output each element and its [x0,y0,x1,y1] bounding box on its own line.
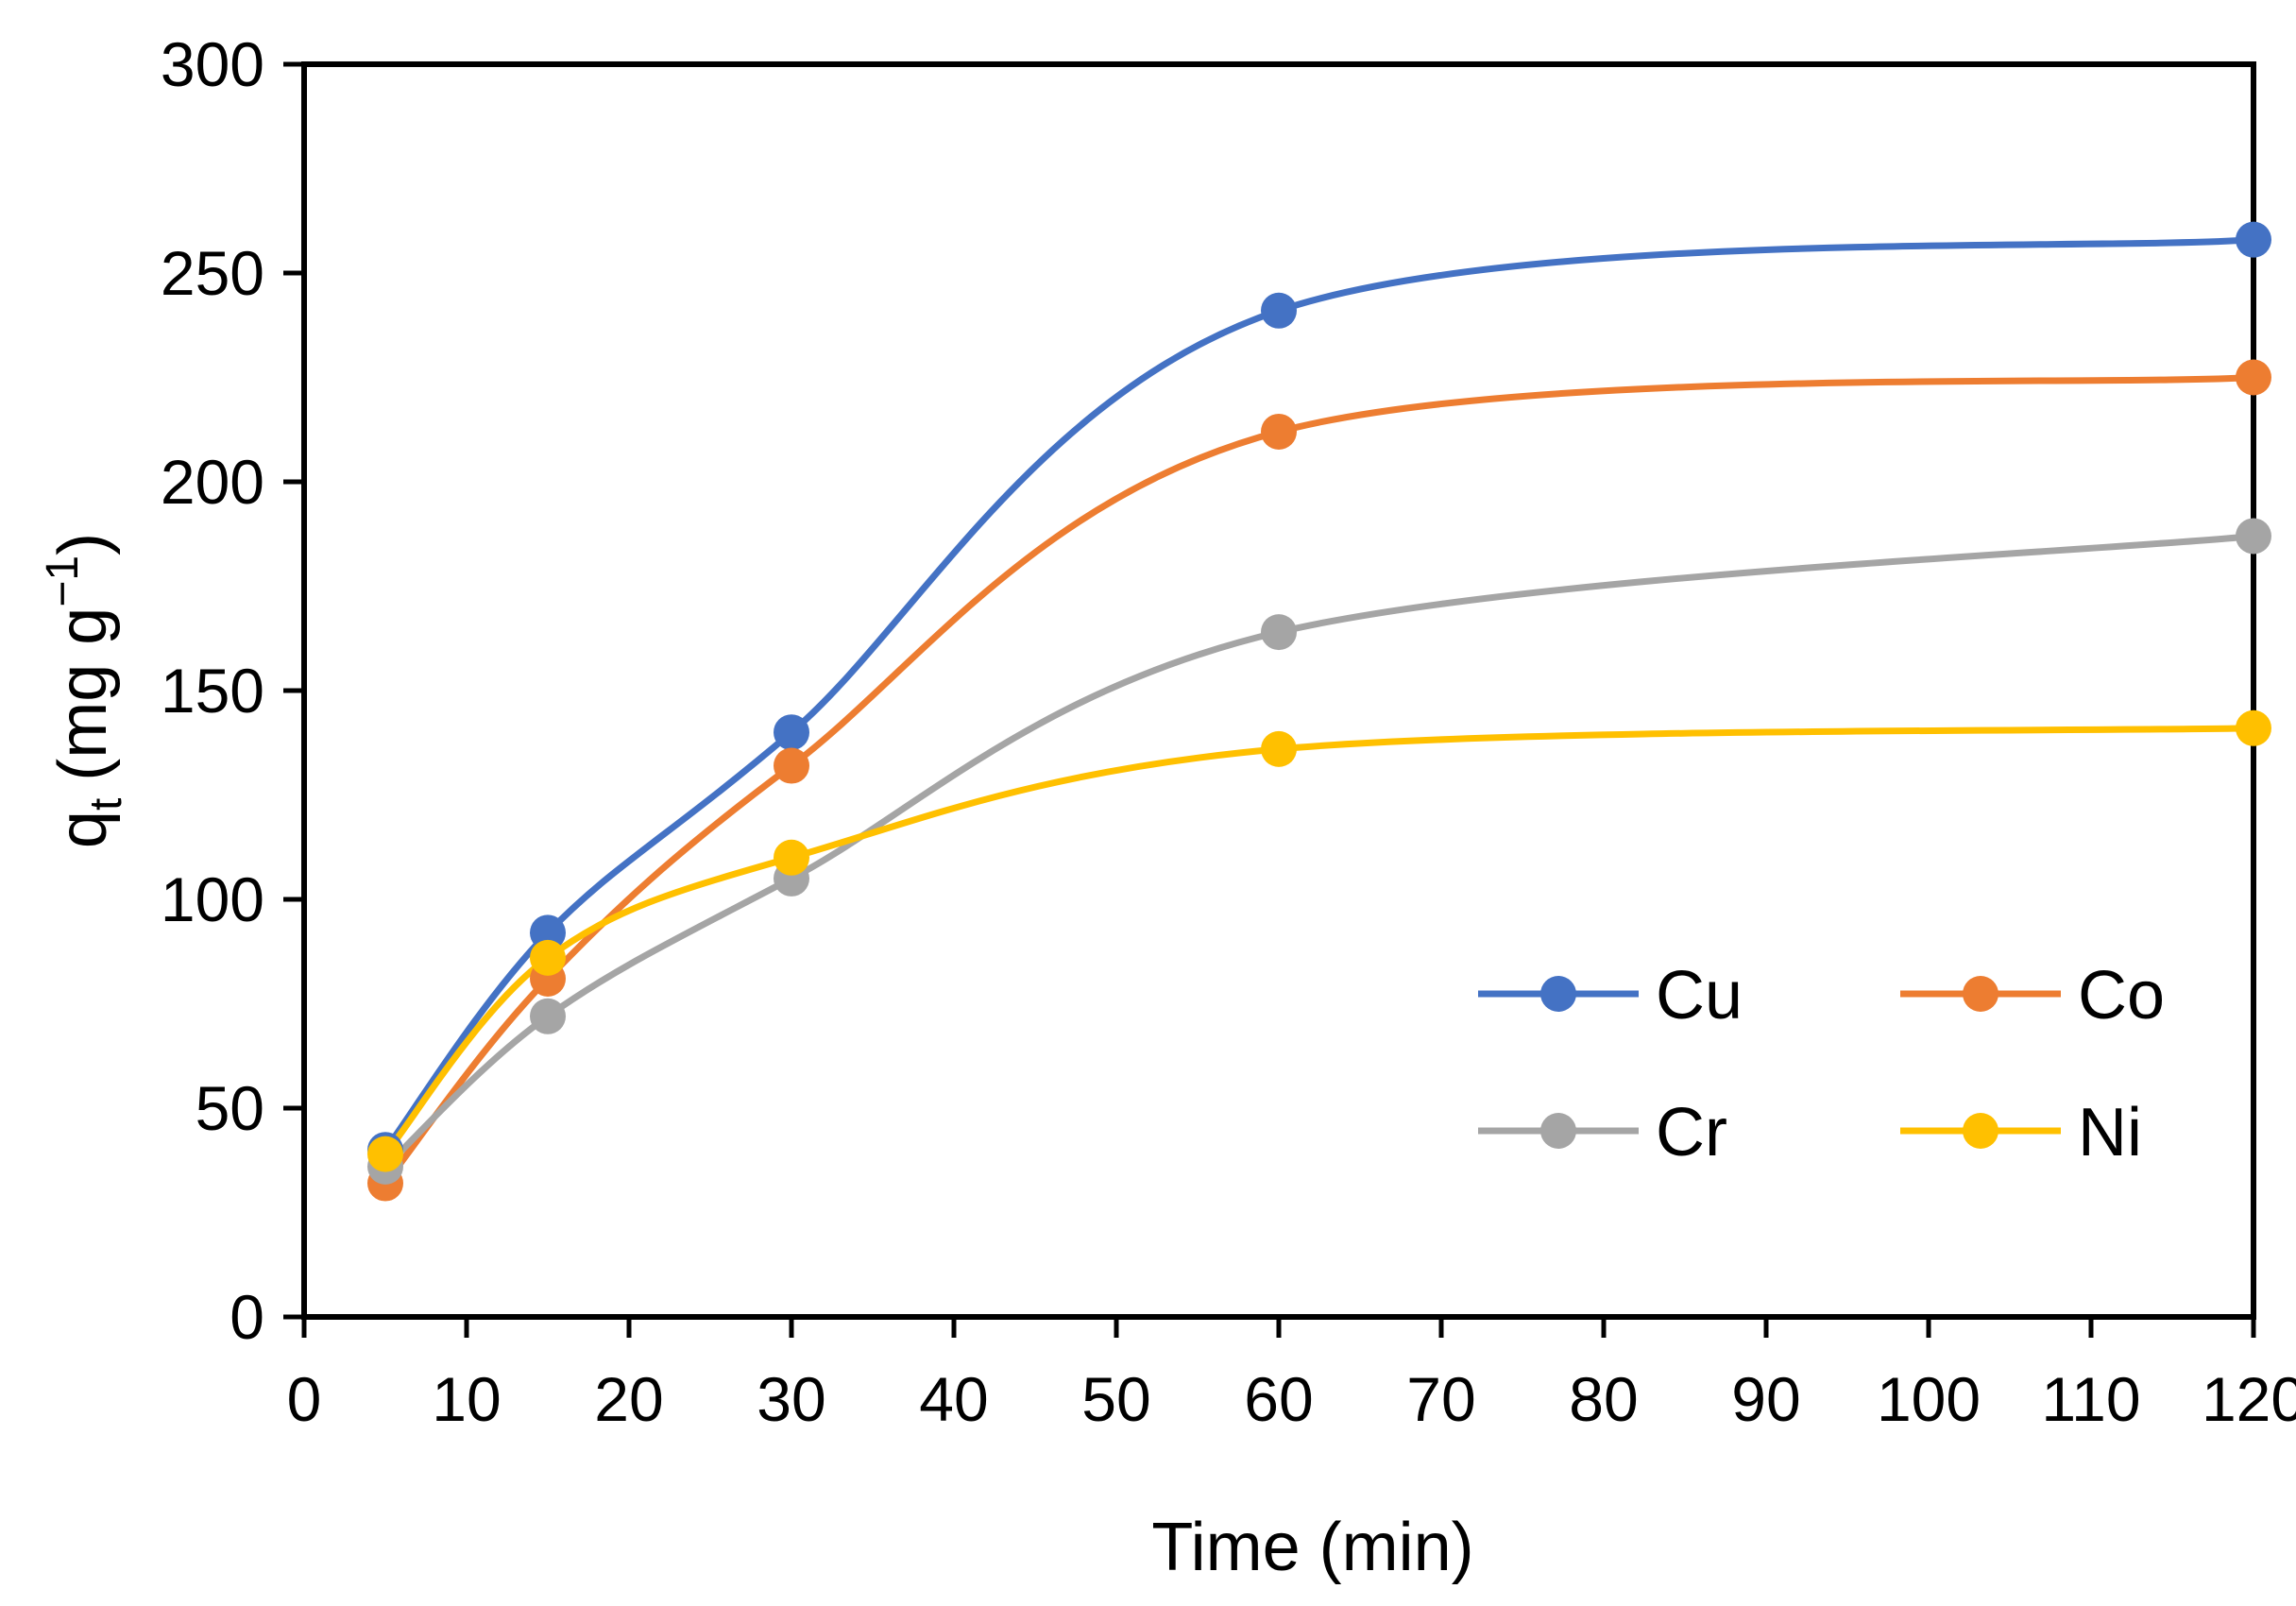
x-tick-label: 100 [1877,1364,1981,1434]
legend-label-co: Co [2078,958,2165,1034]
legend-swatch-marker-co [1963,976,1998,1012]
y-tick-label: 250 [161,238,264,308]
y-axis: 0 50 100 150 200 250 300 [161,29,304,1352]
y-tick-label: 50 [196,1073,264,1143]
data-point-cu [1261,292,1297,329]
y-axis-title-subscript: t [81,798,131,811]
legend-label-cr: Cr [1656,1095,1727,1170]
x-tick-label: 80 [1569,1364,1638,1434]
x-axis-title: Time (min) [1151,1510,1473,1585]
y-axis-title: qt (mg g−1) [38,533,131,848]
data-point-cr [530,998,566,1034]
x-axis: 0 10 20 30 40 50 60 70 80 90 100 110 120 [287,1317,2296,1434]
x-tick-label: 40 [919,1364,988,1434]
data-point-ni [1261,730,1297,767]
y-tick-label: 100 [161,864,264,934]
data-point-ni [530,939,566,976]
data-point-co [2236,359,2271,396]
y-tick-label: 200 [161,447,264,517]
series-points [367,221,2271,1202]
data-point-co [774,747,809,784]
legend-label-ni: Ni [2078,1095,2142,1170]
x-tick-label: 30 [757,1364,825,1434]
legend-label-cu: Cu [1656,958,1743,1034]
data-point-ni [774,839,809,876]
data-point-cr [1261,614,1297,651]
y-axis-title-unit: (mg g [45,607,121,781]
series-line-ni [383,725,2254,1156]
x-tick-label: 20 [594,1364,663,1434]
y-axis-title-symbol: q [45,811,121,848]
data-point-cr [2236,518,2271,555]
legend-swatch-marker-cr [1540,1113,1576,1149]
x-tick-label: 0 [287,1364,322,1434]
legend-swatch-marker-cu [1540,976,1576,1012]
legend: Cu Co Cr Ni [1478,958,2165,1170]
x-tick-label: 60 [1244,1364,1313,1434]
plot-area [301,61,2256,1320]
data-point-ni [2236,709,2271,746]
y-tick-label: 300 [161,29,264,99]
x-tick-label: 120 [2202,1364,2296,1434]
y-tick-label: 150 [161,656,264,726]
y-tick-label: 0 [230,1282,264,1352]
data-point-cu [774,714,809,751]
x-tick-label: 70 [1406,1364,1475,1434]
y-axis-title-close-paren: ) [45,533,121,555]
data-point-co [1261,413,1297,450]
data-point-cu [530,914,566,951]
y-axis-title-superscript: −1 [38,555,88,607]
x-tick-label: 110 [2041,1364,2140,1434]
legend-swatch-marker-ni [1963,1113,1998,1149]
data-point-ni [367,1136,403,1172]
x-tick-label: 50 [1081,1364,1150,1434]
x-tick-label: 90 [1731,1364,1800,1434]
x-tick-label: 10 [432,1364,501,1434]
data-point-cu [2236,221,2271,258]
